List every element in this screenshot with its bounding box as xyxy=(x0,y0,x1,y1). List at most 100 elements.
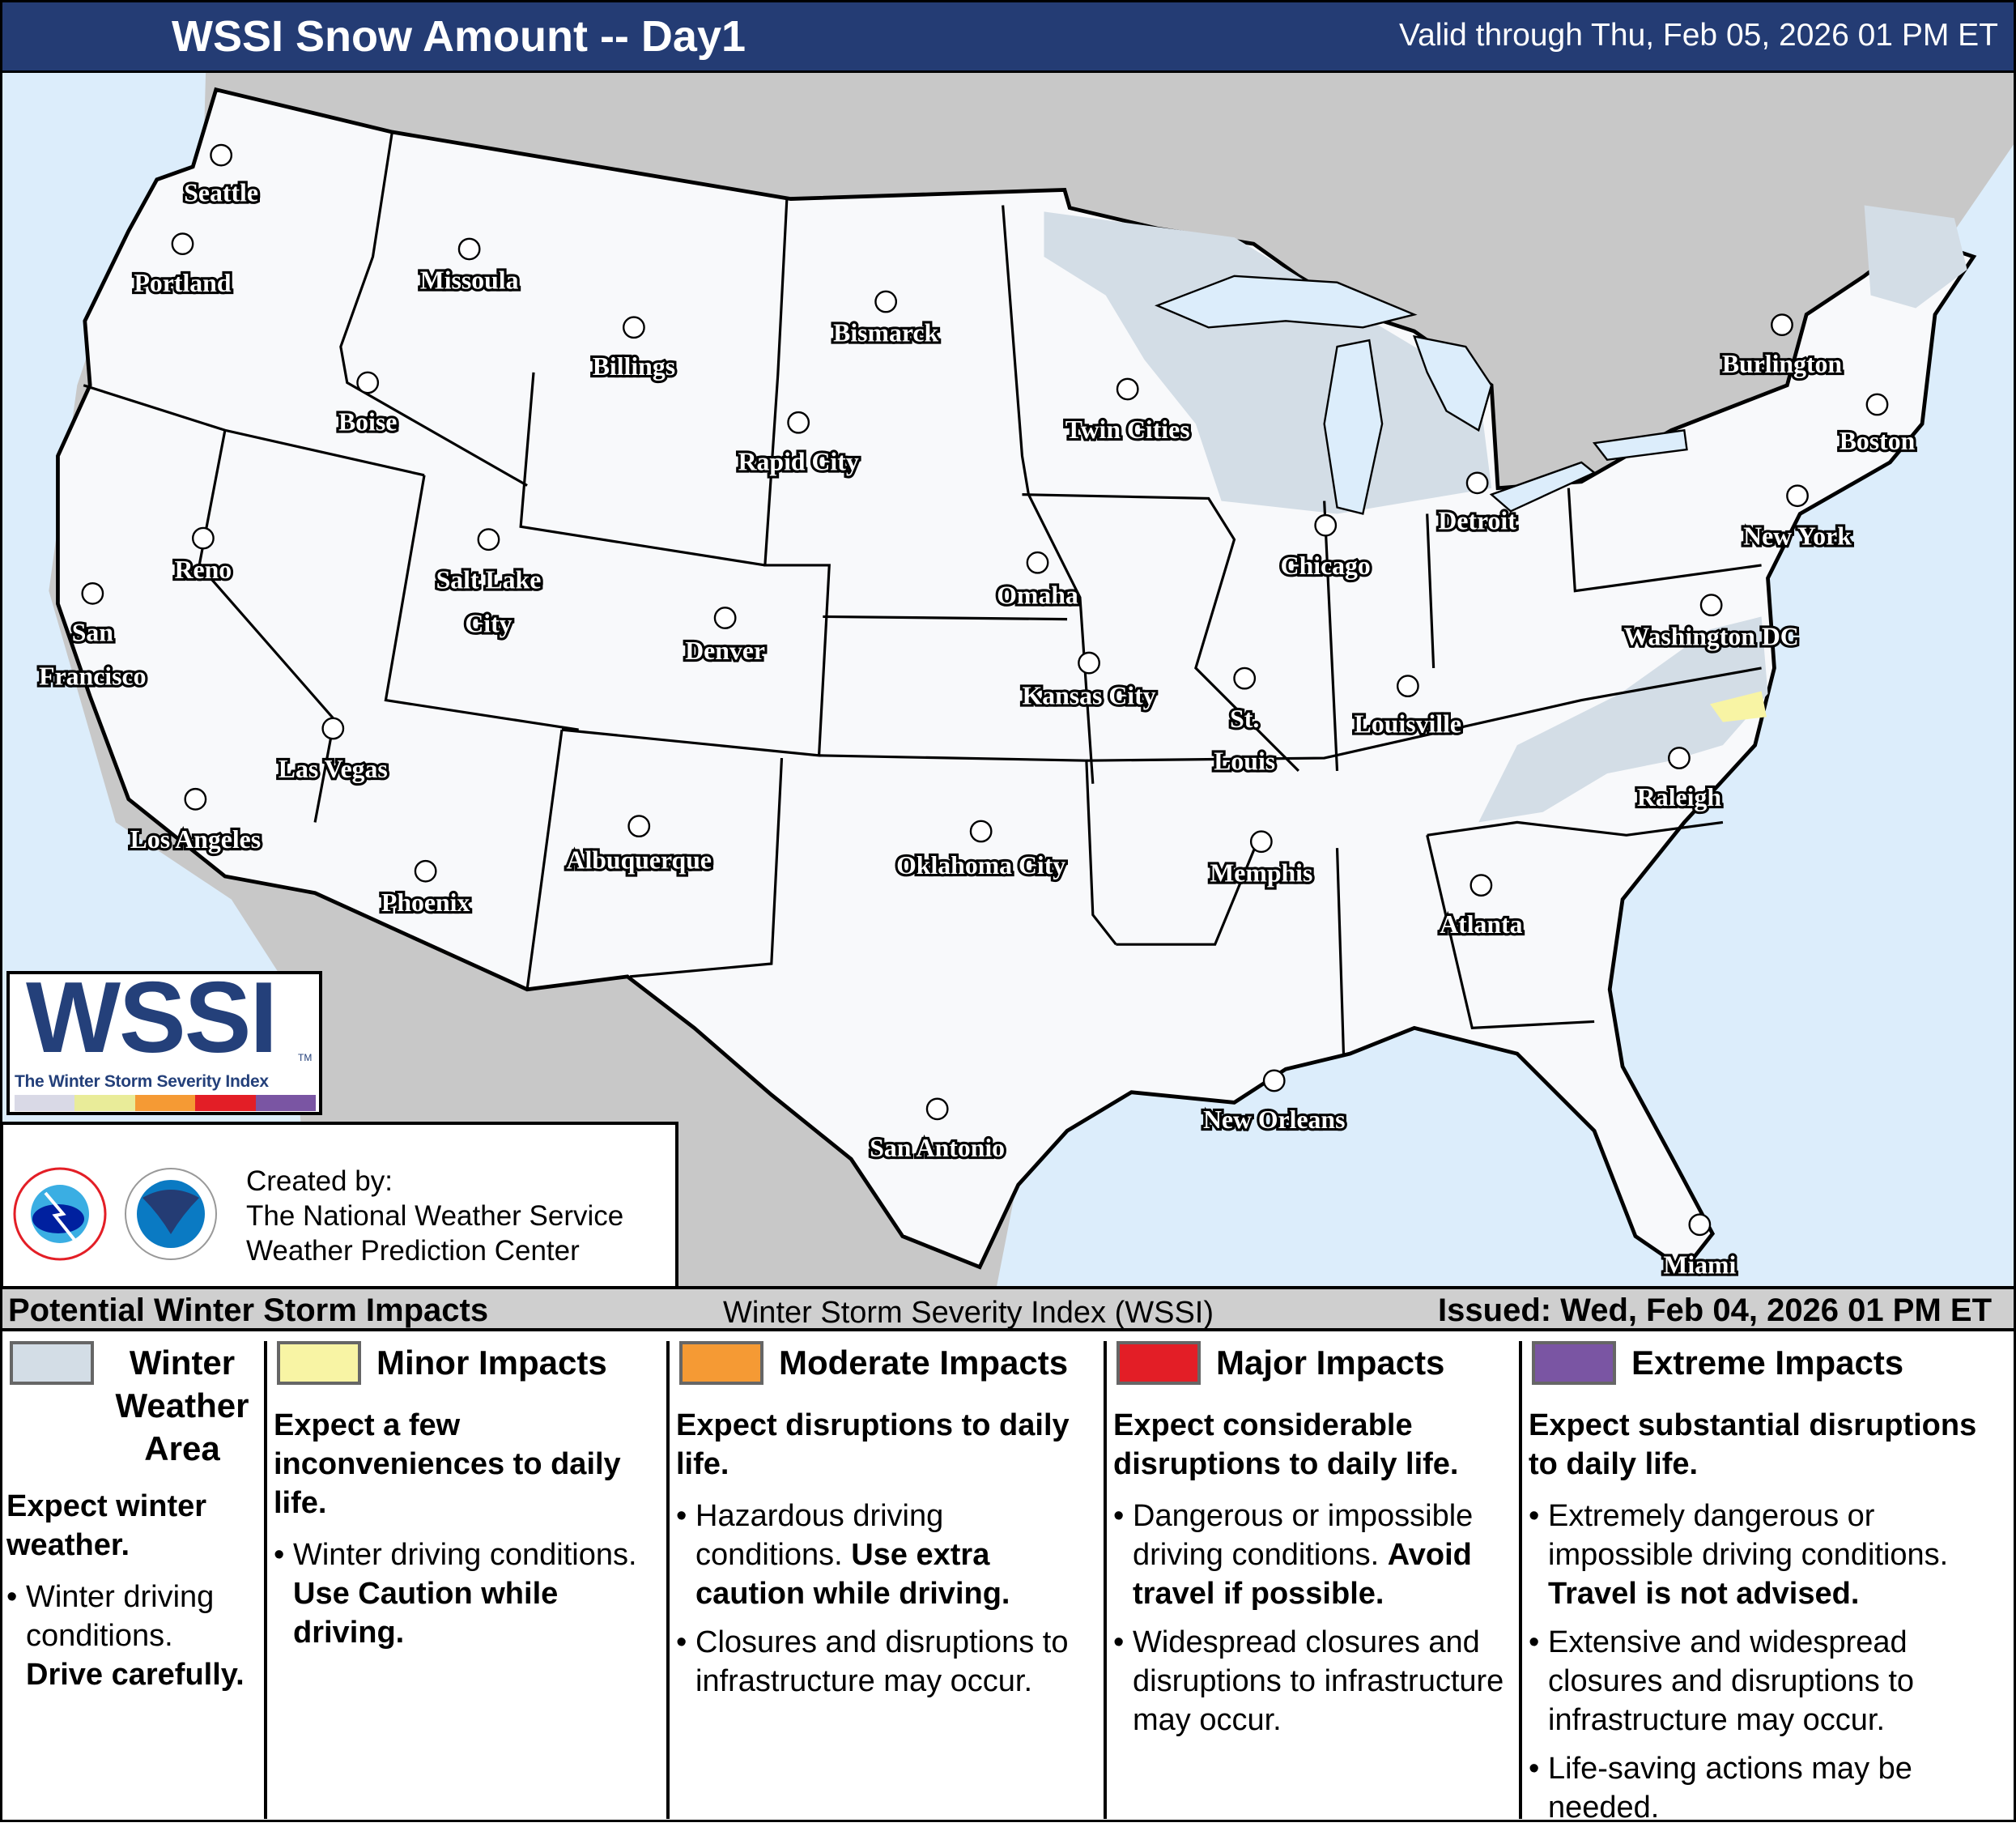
city-burlington: Burlington xyxy=(1720,313,1845,381)
lake-huron xyxy=(1412,334,1493,432)
scale-swatch xyxy=(15,1095,75,1111)
legend-header: Potential Winter Storm Impacts Winter St… xyxy=(0,1289,2016,1331)
city-label: Twin Cities xyxy=(1065,415,1190,444)
city-albuquerque: Albuquerque xyxy=(564,815,714,877)
legend-column-major-impacts: Major Impacts Expect considerable disrupt… xyxy=(1107,1341,1522,1819)
city-label: Rapid City xyxy=(738,447,859,475)
credit-box: Created by: The National Weather Service… xyxy=(0,1122,678,1292)
scale-swatch xyxy=(255,1095,317,1111)
city-label: Atlanta xyxy=(1440,910,1522,939)
city-label: Los Angeles xyxy=(130,825,261,854)
city-portland: Portland xyxy=(131,232,234,300)
city-oklahoma-city: Oklahoma City xyxy=(894,820,1068,882)
city-dot xyxy=(414,859,437,883)
city-new-york: New York xyxy=(1741,484,1854,553)
city-dot xyxy=(787,411,810,434)
city-detroit: Detroit xyxy=(1435,471,1519,538)
city-label: San Antonio xyxy=(870,1134,1005,1162)
city-label: St. Louis xyxy=(1214,705,1275,775)
bullet-emphasis: Travel is not advised. xyxy=(1548,1577,1860,1611)
city-bismarck: Bismarck xyxy=(831,290,942,350)
city-label: Omaha xyxy=(997,581,1078,610)
city-miami: Miami xyxy=(1661,1213,1739,1282)
city-label: Boston xyxy=(1839,427,1916,455)
category-name: Extreme Impacts xyxy=(1631,1344,1904,1382)
bullet-text: Life-saving actions may be needed. xyxy=(1548,1752,1912,1825)
city-dot xyxy=(81,581,104,605)
city-label: New Orleans xyxy=(1203,1105,1346,1134)
city-label: Portland xyxy=(134,269,232,297)
city-dot xyxy=(1116,377,1139,401)
city-label: Chicago xyxy=(1281,552,1371,580)
bullet-text: Extremely dangerous or impossible drivin… xyxy=(1548,1499,1949,1572)
impact-legend: Potential Winter Storm Impacts Winter St… xyxy=(0,1286,2016,1825)
city-reno: Reno xyxy=(172,526,234,586)
city-dot xyxy=(477,528,500,552)
city-atlanta: Atlanta xyxy=(1437,874,1525,941)
city-missoula: Missoula xyxy=(418,237,521,297)
bullet-text: Closures and disruptions to infrastructu… xyxy=(695,1625,1069,1698)
index-name: Winter Storm Severity Index (WSSI) xyxy=(723,1296,1214,1330)
wssi-color-scale xyxy=(15,1095,317,1111)
wssi-logo: WSSI TM The Winter Storm Severity Index xyxy=(6,971,322,1115)
city-dot xyxy=(925,1097,949,1121)
city-boston: Boston xyxy=(1837,393,1918,458)
city-dot xyxy=(192,526,215,550)
category-headline: Expect a few inconveniences to daily lif… xyxy=(274,1408,621,1520)
city-label: Salt Lake City xyxy=(436,566,542,638)
category-headline: Expect winter weather. xyxy=(6,1489,207,1562)
bullet-text: Winter driving conditions. xyxy=(293,1538,637,1572)
city-dot xyxy=(210,143,233,167)
category-name: Minor Impacts xyxy=(376,1344,607,1382)
legend-swatch xyxy=(1116,1341,1201,1385)
category-name: Major Impacts xyxy=(1216,1344,1445,1382)
category-headline: Expect substantial disruptions to daily … xyxy=(1529,1408,1977,1481)
map-title: WSSI Snow Amount -- Day1 xyxy=(172,12,746,61)
city-dot xyxy=(622,316,645,339)
winter-weather-area-appalachians xyxy=(1478,616,1768,823)
scale-swatch xyxy=(195,1095,256,1111)
bullet-text: Dangerous or impossible driving conditio… xyxy=(1133,1499,1474,1572)
city-raleigh: Raleigh xyxy=(1635,747,1725,814)
legend-swatch xyxy=(10,1341,94,1385)
city-label: Kansas City xyxy=(1023,681,1156,709)
legend-column-moderate-impacts: Moderate Impacts Expect disruptions to da… xyxy=(670,1341,1107,1819)
city-los-angeles: Los Angeles xyxy=(127,787,263,856)
city-rapid-city: Rapid City xyxy=(735,411,861,479)
winter-weather-area-northeast xyxy=(1864,205,1967,309)
impact-bullet: Winter driving conditions. Drive careful… xyxy=(6,1578,257,1694)
wssi-wordmark: WSSI xyxy=(26,971,278,1074)
impact-bullet: Extremely dangerous or impossible drivin… xyxy=(1529,1497,2010,1613)
credit-nws: The National Weather Service xyxy=(246,1200,624,1232)
city-dot xyxy=(184,787,207,811)
minor-impacts-area xyxy=(1710,691,1767,722)
atlantic-gulf-ocean xyxy=(996,141,2016,1288)
legend-title: Potential Winter Storm Impacts xyxy=(8,1293,489,1328)
city-dot xyxy=(1314,513,1338,537)
city-label: Reno xyxy=(175,556,232,584)
city-label: Billings xyxy=(593,352,675,381)
legend-column-winter-weather-area: Winter Weather Area Expect winter weather… xyxy=(0,1341,267,1819)
city-dot xyxy=(457,237,481,261)
city-dot xyxy=(1465,471,1489,495)
city-washington-dc: Washington DC xyxy=(1621,594,1801,654)
category-name: Moderate Impacts xyxy=(779,1344,1069,1382)
bullet-emphasis: Use extra caution while driving. xyxy=(695,1538,1010,1611)
city-dot xyxy=(1668,747,1691,769)
city-label: Missoula xyxy=(420,266,519,295)
city-phoenix: Phoenix xyxy=(379,859,473,919)
lake-superior xyxy=(1155,275,1418,329)
city-kansas-city: Kansas City xyxy=(1019,651,1159,713)
city-label: Louisville xyxy=(1355,709,1461,738)
us-land xyxy=(56,87,1977,1273)
city-dot xyxy=(1026,551,1049,574)
bullet-text: Extensive and widespread closures and di… xyxy=(1548,1625,1915,1737)
city-dot xyxy=(627,815,651,838)
impact-bullet: Closures and disruptions to infrastructu… xyxy=(676,1623,1097,1701)
bullet-emphasis: Use Caution while driving. xyxy=(293,1577,559,1650)
city-chicago: Chicago xyxy=(1278,513,1373,582)
lake-erie xyxy=(1489,461,1597,513)
great-lakes xyxy=(1155,275,1688,515)
city-louisville: Louisville xyxy=(1352,675,1464,740)
bullet-emphasis: Avoid travel if possible. xyxy=(1133,1538,1472,1611)
